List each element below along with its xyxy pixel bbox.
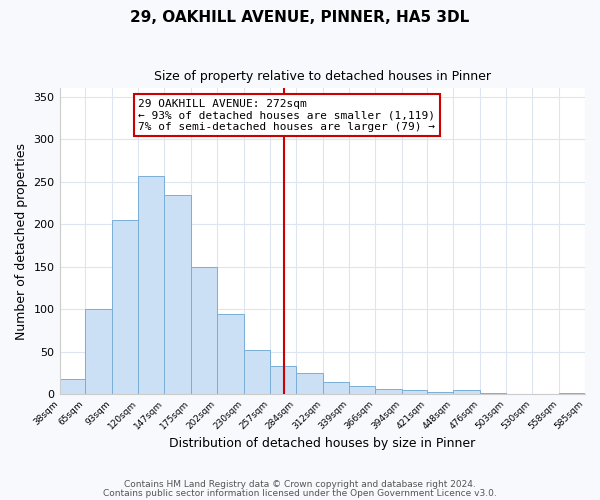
Bar [427, 392, 454, 394]
Bar [139, 176, 164, 394]
Bar [323, 382, 349, 394]
Text: 29, OAKHILL AVENUE, PINNER, HA5 3DL: 29, OAKHILL AVENUE, PINNER, HA5 3DL [130, 10, 470, 25]
Y-axis label: Number of detached properties: Number of detached properties [15, 143, 28, 340]
Text: 29 OAKHILL AVENUE: 272sqm
← 93% of detached houses are smaller (1,119)
7% of sem: 29 OAKHILL AVENUE: 272sqm ← 93% of detac… [139, 98, 436, 132]
Bar [191, 267, 217, 394]
Bar [401, 390, 427, 394]
Bar [217, 314, 244, 394]
Bar [349, 386, 374, 394]
X-axis label: Distribution of detached houses by size in Pinner: Distribution of detached houses by size … [169, 437, 475, 450]
Bar [85, 310, 112, 394]
Text: Contains public sector information licensed under the Open Government Licence v3: Contains public sector information licen… [103, 488, 497, 498]
Bar [270, 366, 296, 394]
Text: Contains HM Land Registry data © Crown copyright and database right 2024.: Contains HM Land Registry data © Crown c… [124, 480, 476, 489]
Bar [244, 350, 270, 395]
Title: Size of property relative to detached houses in Pinner: Size of property relative to detached ho… [154, 70, 491, 83]
Bar [59, 379, 85, 394]
Bar [164, 194, 191, 394]
Bar [296, 373, 323, 394]
Bar [112, 220, 139, 394]
Bar [559, 393, 585, 394]
Bar [480, 393, 506, 394]
Bar [454, 390, 480, 394]
Bar [374, 388, 401, 394]
